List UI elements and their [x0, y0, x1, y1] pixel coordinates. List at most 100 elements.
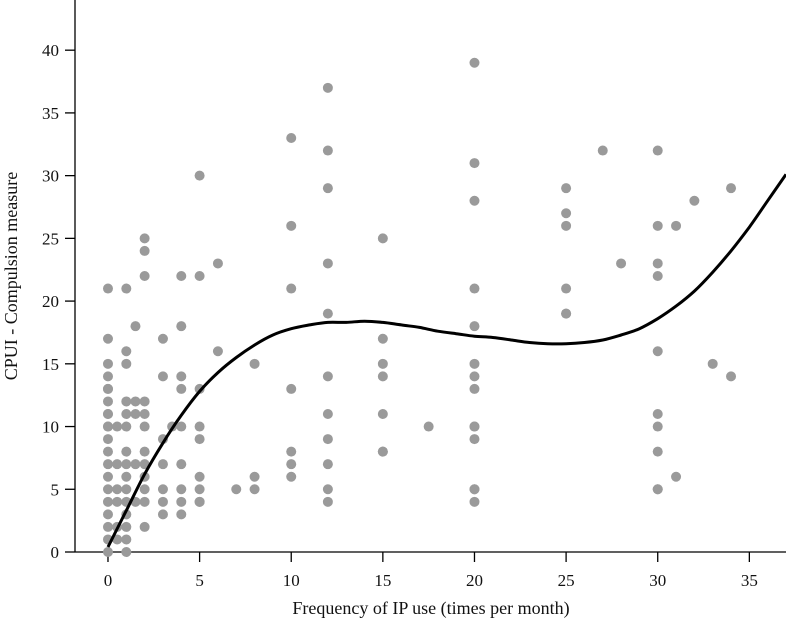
data-point: [139, 396, 150, 407]
data-point: [121, 547, 132, 557]
data-point: [102, 446, 113, 457]
data-point: [671, 220, 682, 231]
x-tick-label: 25: [558, 571, 575, 590]
x-tick-label: 30: [649, 571, 666, 590]
data-point: [139, 484, 150, 495]
data-point: [286, 446, 297, 457]
data-point: [249, 471, 260, 482]
x-tick-label: 5: [195, 571, 204, 590]
data-point: [112, 484, 123, 495]
data-point: [102, 434, 113, 445]
data-point: [121, 534, 132, 545]
data-point: [652, 145, 663, 156]
data-point: [322, 308, 333, 319]
x-ticks: 0 5 10 15 20 25 30 35: [104, 552, 758, 590]
data-point: [286, 471, 297, 482]
data-point: [377, 333, 388, 344]
y-tick-label: 40: [42, 41, 59, 60]
x-tick-label: 35: [741, 571, 758, 590]
data-point: [469, 484, 480, 495]
data-point: [176, 321, 187, 332]
axes: [74, 0, 786, 553]
y-tick-label: 10: [42, 418, 59, 437]
data-point: [231, 484, 242, 495]
x-axis-title: Frequency of IP use (times per month): [292, 598, 569, 619]
data-point: [139, 521, 150, 532]
data-point: [176, 421, 187, 432]
data-point: [652, 346, 663, 357]
data-point: [652, 421, 663, 432]
y-tick-label: 5: [51, 480, 60, 499]
y-ticks: 0 5 10 15 20 25 30 35 40: [42, 41, 75, 562]
data-point: [286, 383, 297, 394]
x-tick-label: 10: [283, 571, 300, 590]
data-point: [102, 421, 113, 432]
data-point: [130, 409, 141, 419]
data-point: [322, 82, 333, 93]
data-point: [469, 383, 480, 394]
data-point: [121, 421, 132, 432]
data-point: [597, 145, 608, 156]
fitted-curve: [106, 173, 786, 548]
data-point: [194, 484, 205, 495]
data-point: [176, 383, 187, 394]
y-tick-label: 20: [42, 292, 59, 311]
data-point: [286, 283, 297, 294]
data-point: [469, 321, 480, 332]
data-point: [102, 459, 113, 470]
data-point: [322, 496, 333, 507]
data-point: [121, 471, 132, 482]
data-point: [423, 421, 434, 432]
data-point: [139, 233, 150, 244]
data-point: [130, 396, 141, 407]
data-point: [102, 371, 113, 382]
data-point: [469, 421, 480, 432]
data-point: [102, 333, 113, 344]
data-point: [561, 308, 572, 319]
data-point: [469, 158, 480, 169]
data-point: [121, 521, 132, 532]
data-point: [157, 459, 168, 470]
data-point: [652, 220, 663, 231]
data-point: [176, 271, 187, 281]
data-point: [652, 271, 663, 281]
data-point: [130, 459, 141, 470]
data-point: [249, 358, 260, 369]
data-point: [469, 434, 480, 445]
data-point: [194, 271, 205, 281]
data-point: [139, 496, 150, 507]
data-point: [322, 371, 333, 382]
y-tick-label: 30: [42, 167, 59, 186]
data-point: [112, 459, 123, 470]
data-point: [194, 471, 205, 482]
data-point: [322, 409, 333, 419]
data-point: [469, 371, 480, 382]
x-tick-label: 20: [466, 571, 483, 590]
data-point: [652, 258, 663, 269]
data-point: [121, 459, 132, 470]
data-point: [249, 484, 260, 495]
data-point: [102, 521, 113, 532]
data-point: [322, 145, 333, 156]
data-point: [157, 484, 168, 495]
data-point: [194, 434, 205, 445]
data-point: [726, 183, 737, 194]
data-point: [176, 484, 187, 495]
data-point: [102, 547, 113, 557]
data-point: [286, 459, 297, 470]
data-point: [286, 220, 297, 231]
data-point: [469, 195, 480, 206]
x-tick-label: 0: [104, 571, 113, 590]
data-point: [102, 484, 113, 495]
data-point: [102, 396, 113, 407]
data-point: [689, 195, 700, 206]
data-point: [121, 446, 132, 457]
data-point: [194, 496, 205, 507]
data-point: [469, 283, 480, 294]
data-point: [671, 471, 682, 482]
data-point: [616, 258, 627, 269]
data-point: [469, 496, 480, 507]
data-point: [121, 396, 132, 407]
data-point: [212, 258, 223, 269]
y-tick-label: 35: [42, 104, 59, 123]
